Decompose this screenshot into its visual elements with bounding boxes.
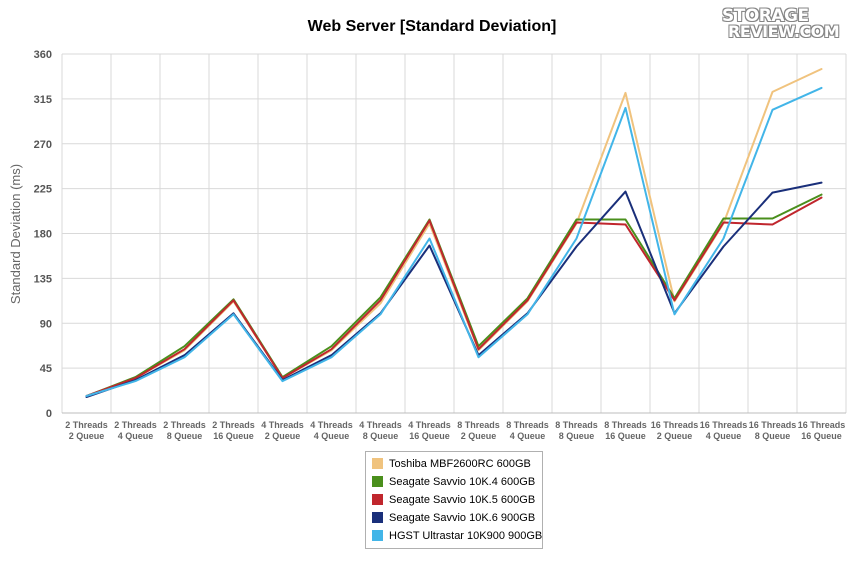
- x-tick-label: 8 Threads 16 Queue: [604, 420, 647, 441]
- legend-item: HGST Ultrastar 10K900 900GB: [372, 528, 542, 544]
- y-tick-label: 90: [40, 318, 52, 330]
- legend-swatch: [372, 457, 383, 469]
- x-tick-label: 8 Threads 4 Queue: [506, 420, 549, 441]
- x-tick-label: 16 Threads 4 Queue: [700, 420, 748, 441]
- legend-swatch: [372, 529, 383, 541]
- series-line-3: [85, 196, 823, 397]
- x-tick-label: 8 Threads 8 Queue: [555, 420, 598, 441]
- y-tick-label: 360: [34, 49, 52, 61]
- legend-label: Toshiba MBF2600RC 600GB: [389, 458, 531, 470]
- y-tick-label: 45: [40, 363, 52, 375]
- legend: Toshiba MBF2600RC 600GB Seagate Savvio 10…: [365, 451, 543, 549]
- x-tick-label: 4 Threads 16 Queue: [408, 420, 451, 441]
- chart-title: Web Server [Standard Deviation]: [307, 18, 557, 35]
- legend-swatch: [372, 475, 383, 487]
- legend-item: Seagate Savvio 10K.5 600GB: [372, 492, 535, 508]
- x-tick-label: 4 Threads 8 Queue: [359, 420, 402, 441]
- y-tick-label: 135: [34, 273, 52, 285]
- series-line-5: [85, 86, 823, 397]
- x-tick-label: 2 Threads 8 Queue: [163, 420, 206, 441]
- x-axis-ticks: 2 Threads 2 Queue 2 Threads 4 Queue 2 Thread…: [65, 420, 845, 441]
- y-axis-label: Standard Deviation (ms): [8, 164, 23, 304]
- y-tick-label: 270: [34, 139, 52, 151]
- logo-line-2: REVIEW.COM: [728, 22, 840, 41]
- grid-lines: [61, 53, 847, 414]
- legend-item: Toshiba MBF2600RC 600GB: [372, 456, 531, 472]
- x-tick-label: 2 Threads 16 Queue: [212, 420, 255, 441]
- x-tick-label: 16 Threads 8 Queue: [749, 420, 797, 441]
- x-tick-label: 4 Threads 2 Queue: [261, 420, 304, 441]
- y-tick-label: 0: [46, 408, 52, 420]
- y-tick-label: 315: [34, 94, 52, 106]
- legend-item: Seagate Savvio 10K.4 600GB: [372, 474, 535, 490]
- x-tick-label: 4 Threads 4 Queue: [310, 420, 353, 441]
- series-lines: [85, 68, 823, 398]
- storagereview-logo: STORAGE REVIEW.COM: [722, 6, 840, 46]
- legend-label: Seagate Savvio 10K.4 600GB: [389, 476, 536, 488]
- x-tick-label: 2 Threads 2 Queue: [65, 420, 108, 441]
- legend-label: Seagate Savvio 10K.5 600GB: [389, 494, 536, 506]
- y-tick-label: 225: [34, 184, 52, 196]
- x-tick-label: 16 Threads 2 Queue: [651, 420, 699, 441]
- y-tick-label: 180: [34, 229, 52, 241]
- x-tick-label: 8 Threads 2 Queue: [457, 420, 500, 441]
- legend-swatch: [372, 493, 383, 505]
- logo-line-1: STORAGE: [722, 6, 809, 26]
- legend-label: HGST Ultrastar 10K900 900GB: [389, 530, 543, 542]
- legend-label: Seagate Savvio 10K.6 900GB: [389, 512, 536, 524]
- legend-swatch: [372, 511, 383, 523]
- y-axis-ticks: 0 45 90 135 180 225 270 315 360: [34, 49, 52, 420]
- x-tick-label: 16 Threads 16 Queue: [798, 420, 846, 441]
- x-tick-label: 2 Threads 4 Queue: [114, 420, 157, 441]
- legend-item: Seagate Savvio 10K.6 900GB: [372, 510, 535, 526]
